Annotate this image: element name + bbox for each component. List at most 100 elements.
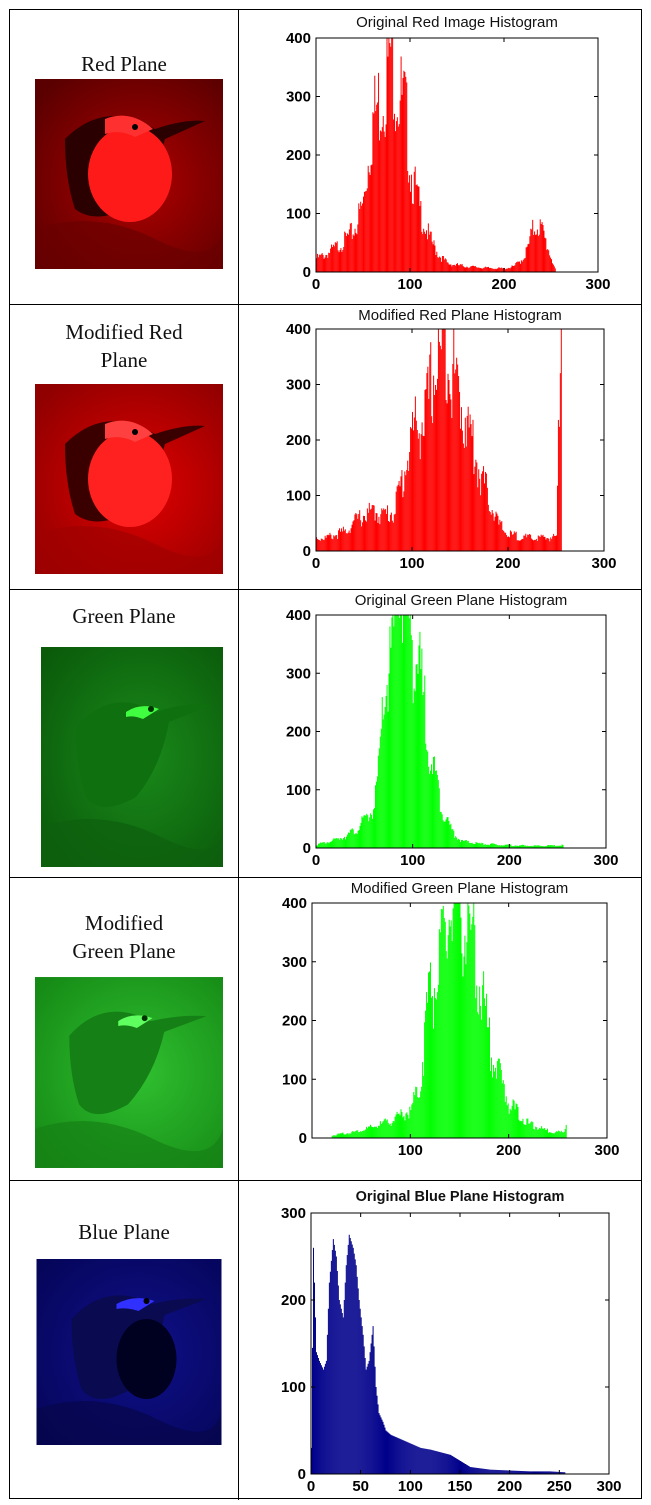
histogram-bar <box>377 522 379 551</box>
histogram-bar <box>350 528 352 551</box>
histogram-bar <box>513 531 515 551</box>
histogram-bar <box>544 846 546 848</box>
histogram-bar <box>465 840 467 848</box>
histogram-bar <box>343 838 345 848</box>
histogram-bar <box>502 845 504 848</box>
histogram-bar <box>333 1135 335 1138</box>
histogram-bar <box>378 1125 380 1138</box>
histogram-bar <box>319 540 321 551</box>
histogram-bar <box>507 1103 509 1138</box>
y-tick-label: 100 <box>281 1379 306 1396</box>
histogram-bar <box>358 514 360 551</box>
histogram-bar <box>518 261 520 272</box>
histogram-bar <box>561 1472 563 1474</box>
histogram-bar <box>536 1127 538 1138</box>
histogram-bar <box>409 1106 411 1138</box>
histogram-bar <box>311 1347 313 1474</box>
histogram-bar <box>365 815 367 848</box>
histogram-bar <box>400 615 402 848</box>
histogram-bar <box>394 131 396 272</box>
histogram-bar <box>481 1468 483 1474</box>
histogram-bar <box>481 1019 483 1138</box>
histogram-bar <box>552 1471 554 1474</box>
histogram-bar <box>461 1462 463 1474</box>
histogram-bar <box>440 257 442 272</box>
histogram-bar <box>461 264 463 272</box>
histogram-bar <box>420 669 422 848</box>
histogram-bar <box>555 535 557 551</box>
x-tick-label: 300 <box>593 852 618 869</box>
histogram-bar <box>452 265 454 272</box>
histogram-bar <box>495 1469 497 1474</box>
histogram-bar <box>419 631 421 848</box>
histogram-bar <box>493 269 495 272</box>
histogram-bar <box>417 673 419 848</box>
histogram-bar <box>452 829 454 848</box>
histogram-bar <box>485 1469 487 1474</box>
histogram-bar <box>488 266 490 272</box>
histogram-bar <box>441 1452 443 1474</box>
histogram-bar <box>355 513 357 551</box>
histogram-bar <box>352 234 354 272</box>
histogram-bar <box>327 842 329 848</box>
y-tick-label: 400 <box>282 895 307 912</box>
y-tick-label: 400 <box>286 321 311 338</box>
histogram-bar <box>328 843 330 848</box>
histogram-bar <box>342 1317 344 1474</box>
histogram-bar <box>359 1131 361 1138</box>
histogram-bar <box>370 1124 372 1138</box>
histogram-bar <box>349 1238 351 1474</box>
histogram-bar <box>408 1442 410 1474</box>
histogram-bar <box>506 535 508 551</box>
histogram-bar <box>392 615 394 848</box>
histogram-bar <box>431 996 433 1138</box>
histogram-bar <box>335 1256 337 1474</box>
histogram-bar <box>494 516 496 551</box>
histogram-bar <box>492 843 494 848</box>
histogram-bar <box>319 255 321 272</box>
histogram-bar <box>435 770 437 848</box>
histogram-bar <box>535 845 537 848</box>
histogram-bar <box>521 1471 523 1474</box>
histogram-bar <box>423 436 425 551</box>
histogram-bar <box>381 508 383 551</box>
histogram-bar <box>446 1453 448 1474</box>
histogram-bar <box>363 191 365 272</box>
histogram-bar <box>452 908 454 1138</box>
histogram-bar <box>442 329 444 551</box>
chart-title: Original Blue Plane Histogram <box>356 1189 565 1205</box>
histogram-bar <box>357 518 359 551</box>
histogram-bar <box>529 845 531 848</box>
y-tick-label: 0 <box>299 1130 307 1147</box>
histogram-bar <box>319 842 321 848</box>
histogram-bar <box>529 533 531 551</box>
histogram-bar <box>438 788 440 848</box>
histogram-bar <box>364 1130 366 1138</box>
histogram-bar <box>480 1468 482 1474</box>
histogram-bar <box>458 838 460 848</box>
histogram-bar <box>353 1131 355 1138</box>
histogram-bar <box>496 268 498 272</box>
histogram-bar <box>429 354 431 551</box>
histogram-bar <box>345 836 347 848</box>
histogram-bar <box>364 815 366 848</box>
histogram-bar <box>425 230 427 272</box>
histogram-bar <box>529 1471 531 1474</box>
histogram-bar <box>539 1127 541 1138</box>
y-tick-label: 100 <box>286 206 311 223</box>
histogram-bar <box>371 1334 373 1474</box>
histogram-bar <box>384 509 386 551</box>
histogram-bar <box>459 903 461 1138</box>
histogram-bar <box>500 522 502 551</box>
histogram-bar <box>458 1459 460 1474</box>
histogram-bar <box>425 1010 427 1138</box>
histogram-bar <box>390 1125 392 1138</box>
histogram-bar <box>424 1448 426 1474</box>
histogram-bar <box>366 188 368 272</box>
histogram-bar <box>388 673 390 848</box>
histogram-bar <box>371 505 373 551</box>
histogram-bar <box>323 842 325 848</box>
histogram-bar <box>520 845 522 848</box>
histogram-bar <box>561 1131 563 1138</box>
histogram-bar <box>436 774 438 848</box>
